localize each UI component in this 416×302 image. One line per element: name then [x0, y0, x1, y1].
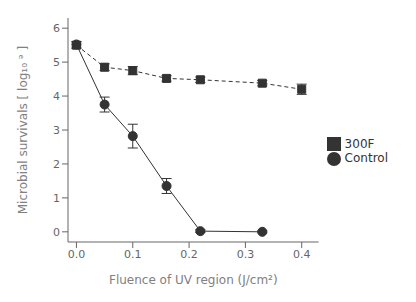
- svg-text:0.4: 0.4: [293, 248, 311, 261]
- svg-text:2: 2: [53, 158, 60, 171]
- svg-text:6: 6: [53, 22, 60, 35]
- html-text:Control: Control: [344, 151, 388, 165]
- svg-text:3: 3: [53, 124, 60, 137]
- svg-text:Fluence of UV region (J/cm²): Fluence of UV region (J/cm²): [109, 273, 278, 287]
- svg-text:0.0: 0.0: [68, 248, 86, 261]
- svg-text:Microbial survivals [ log₁₀ ᵊ: Microbial survivals [ log₁₀ ᵊ ]: [16, 46, 30, 215]
- svg-text:1: 1: [53, 192, 60, 205]
- html-text:300F: 300F: [344, 136, 375, 151]
- svg-text:0.1: 0.1: [124, 248, 142, 261]
- svg-text:0.2: 0.2: [180, 248, 198, 261]
- svg-text:5: 5: [53, 56, 60, 69]
- svg-text:4: 4: [53, 90, 60, 103]
- svg-text:0: 0: [53, 226, 60, 239]
- svg-text:0.3: 0.3: [237, 248, 255, 261]
